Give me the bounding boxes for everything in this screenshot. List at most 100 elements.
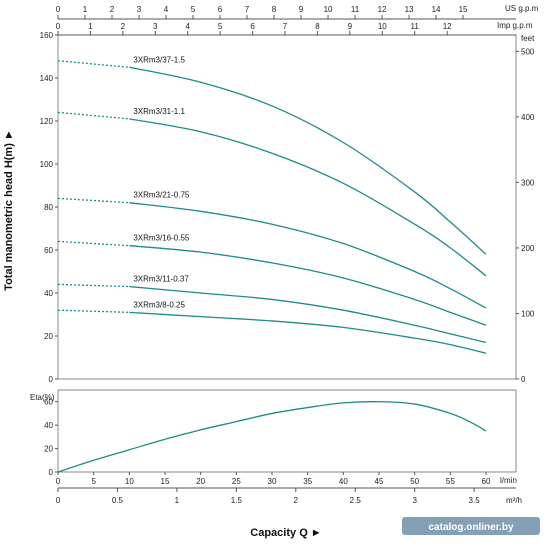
top-us-tick-label: 9	[299, 5, 304, 14]
watermark-background	[402, 517, 540, 535]
curve-label-5: 3XRm3/8-0.25	[133, 300, 185, 309]
curve-solid-2	[129, 202, 487, 309]
curve-solid-0	[129, 66, 487, 255]
top-us-tick-label: 3	[137, 5, 142, 14]
curve-dashed-4	[57, 283, 130, 288]
x2-tick-label: 3	[412, 496, 417, 505]
top-imp-tick-label: 9	[348, 22, 353, 31]
x2-tick-label: 1.5	[231, 496, 243, 505]
y2-tick-label: 0	[521, 375, 526, 384]
axes-group: 0204060801001201401600100200300400500020…	[40, 5, 535, 505]
top-us-tick-label: 2	[110, 5, 115, 14]
y2-tick-label: 400	[521, 113, 535, 122]
curve-dashed-3	[57, 240, 130, 247]
head-curves-group: 3XRm3/37-1.5 3XRm3/31-1.1 3XRm3/21-0.75 3XR…	[57, 55, 487, 354]
eta-tick-label: 60	[44, 398, 53, 407]
top-us-tick-label: 15	[459, 5, 468, 14]
curve-dashed-5	[57, 309, 130, 313]
curve-label-0: 3XRm3/37-1.5	[133, 55, 185, 64]
top-us-tick-label: 13	[405, 5, 414, 14]
top-us-tick-label: 11	[351, 5, 360, 14]
top-imp-tick-label: 12	[443, 22, 452, 31]
top-imp-tick-label: 0	[56, 22, 61, 31]
top-us-tick-label: 8	[272, 5, 277, 14]
top-us-tick-label: 12	[378, 5, 387, 14]
curve-dashed-0	[57, 60, 130, 68]
y2-tick-label: 300	[521, 178, 535, 187]
top-imp-tick-label: 3	[153, 22, 158, 31]
top-us-tick-label: 1	[83, 5, 88, 14]
y-tick-label: 40	[44, 289, 53, 298]
x-tick-label: 35	[303, 477, 312, 486]
x2-tick-label: 0	[56, 496, 61, 505]
curve-label-1: 3XRm3/31-1.1	[133, 107, 185, 116]
y2-tick-label: 100	[521, 309, 535, 318]
curve-solid-3	[129, 245, 487, 326]
x2-tick-label: 3.5	[469, 496, 481, 505]
top-us-tick-label: 14	[432, 5, 441, 14]
y-tick-label: 20	[44, 332, 53, 341]
eta-tick-label: 40	[44, 421, 53, 430]
x-tick-label: 50	[410, 477, 419, 486]
curve-solid-5	[129, 311, 487, 354]
x-tick-label: 25	[232, 477, 241, 486]
main-plot-frame	[57, 34, 517, 380]
top-imp-tick-label: 8	[315, 22, 320, 31]
curve-label-3: 3XRm3/16-0.55	[133, 234, 190, 243]
top-imp-tick-label: 5	[218, 22, 223, 31]
y-tick-label: 0	[49, 375, 54, 384]
y2-axis-unit: feet	[521, 34, 535, 43]
top-axis-unit-imp: Imp g.p.m	[497, 21, 533, 30]
x-tick-label: 30	[268, 477, 277, 486]
x-tick-label: 0	[56, 477, 61, 486]
y-tick-label: 60	[44, 246, 53, 255]
eta-tick-label: 20	[44, 445, 53, 454]
top-us-tick-label: 5	[191, 5, 196, 14]
top-us-tick-label: 6	[218, 5, 223, 14]
y-tick-label: 100	[40, 160, 54, 169]
top-imp-tick-label: 6	[250, 22, 255, 31]
x-axis-unit-lmin: l/min	[500, 476, 517, 485]
x2-tick-label: 2.5	[350, 496, 362, 505]
y-tick-label: 160	[40, 31, 54, 40]
y-tick-label: 140	[40, 74, 54, 83]
top-imp-tick-label: 7	[283, 22, 288, 31]
y-axis-title: Total manometric head H(m) ►	[3, 129, 15, 291]
top-imp-tick-label: 2	[121, 22, 126, 31]
y2-tick-label: 200	[521, 244, 535, 253]
x-tick-label: 45	[375, 477, 384, 486]
x-tick-label: 10	[125, 477, 134, 486]
top-us-tick-label: 10	[324, 5, 333, 14]
x2-tick-label: 0.5	[112, 496, 124, 505]
x2-tick-label: 2	[294, 496, 299, 505]
top-axis-unit-us: US g.p.m	[505, 4, 539, 13]
x-tick-label: 20	[196, 477, 205, 486]
top-imp-tick-label: 1	[88, 22, 93, 31]
eta-plot-frame	[57, 389, 517, 473]
x-tick-label: 60	[482, 477, 491, 486]
top-us-tick-label: 4	[164, 5, 169, 14]
curve-solid-1	[129, 118, 487, 277]
y-tick-label: 80	[44, 203, 53, 212]
y-tick-label: 120	[40, 117, 54, 126]
curve-label-4: 3XRm3/11-0.37	[133, 275, 189, 284]
x-tick-label: 40	[339, 477, 348, 486]
top-imp-tick-label: 11	[411, 22, 420, 31]
curve-label-2: 3XRm3/21-0.75	[133, 191, 190, 200]
x-tick-label: 55	[446, 477, 455, 486]
top-imp-tick-label: 10	[378, 22, 387, 31]
curve-dashed-1	[57, 111, 130, 120]
efficiency-curve-group	[57, 401, 487, 473]
curve-dashed-2	[57, 197, 130, 204]
x-tick-label: 5	[91, 477, 96, 486]
x-tick-label: 15	[161, 477, 170, 486]
top-imp-tick-label: 4	[185, 22, 190, 31]
x2-tick-label: 1	[175, 496, 180, 505]
eta-tick-label: 0	[49, 468, 54, 477]
x-axis-unit-m3h: m³/h	[506, 496, 522, 505]
curve-solid-4	[129, 285, 487, 344]
top-us-tick-label: 7	[245, 5, 250, 14]
top-us-tick-label: 0	[56, 5, 61, 14]
eta-axis-title: Eta(%)	[30, 393, 55, 402]
